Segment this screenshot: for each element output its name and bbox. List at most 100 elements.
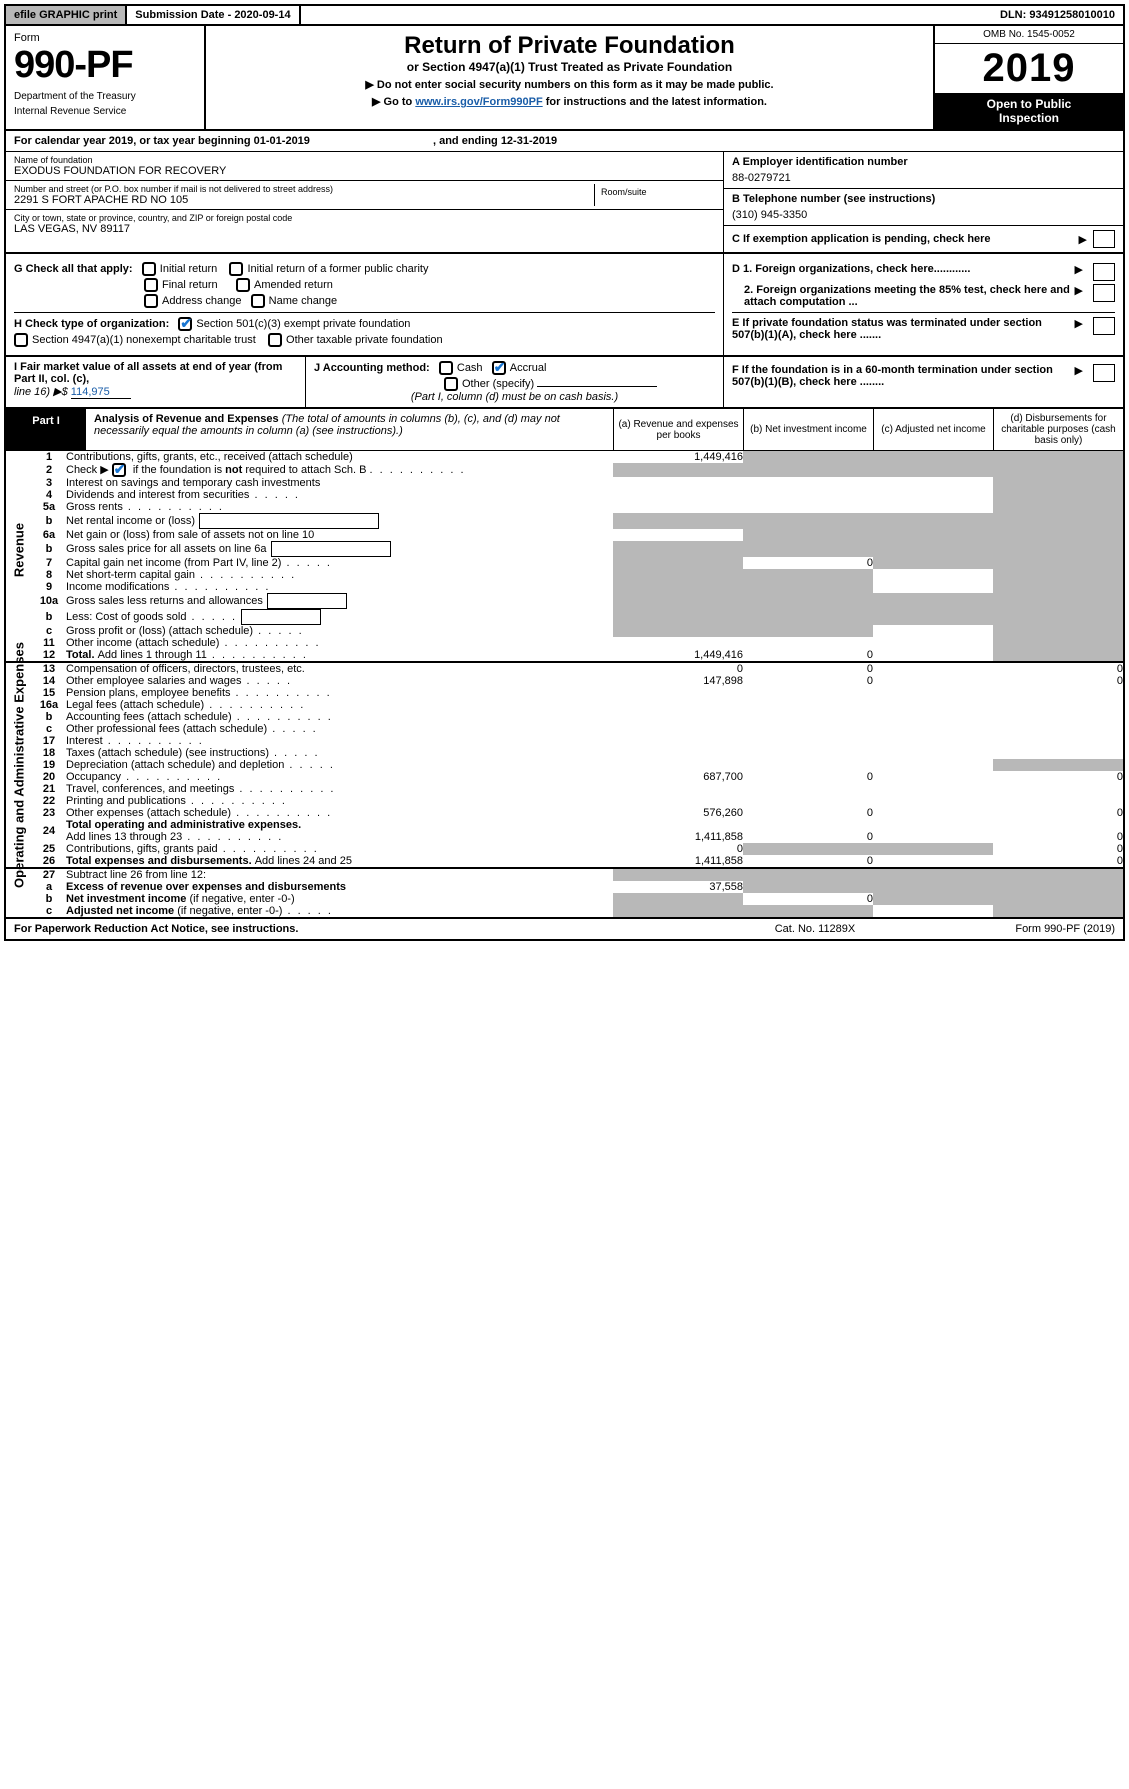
sch-b-checkbox[interactable]: [112, 463, 126, 477]
exemption-checkbox[interactable]: [1093, 230, 1115, 248]
fmv-block: I Fair market value of all assets at end…: [6, 357, 306, 407]
d2-label: 2. Foreign organizations meeting the 85%…: [732, 284, 1071, 308]
line-10b-text: Less: Cost of goods sold: [66, 611, 186, 623]
line-6b-input[interactable]: [271, 541, 391, 557]
other-taxable-checkbox[interactable]: [268, 333, 282, 347]
line-19-a: [613, 759, 743, 771]
city-value: LAS VEGAS, NV 89117: [14, 223, 715, 235]
line-21-c: [873, 783, 993, 795]
f-row: F If the foundation is in a 60-month ter…: [732, 364, 1115, 388]
g-row-3: Address change Name change: [14, 294, 715, 308]
dots-icon: [269, 747, 320, 759]
line-6a-b: [743, 529, 873, 541]
line-15-num: 15: [32, 687, 66, 699]
line-8-text: Net short-term capital gain: [66, 569, 195, 581]
line-22-a: [613, 795, 743, 807]
line-21-d: [993, 783, 1123, 795]
line-6b-a: [613, 541, 743, 557]
line-15-desc: Pension plans, employee benefits: [66, 687, 613, 699]
line-23-desc: Other expenses (attach schedule): [66, 807, 613, 819]
line-16c-c: [873, 723, 993, 735]
amended-return-checkbox[interactable]: [236, 278, 250, 292]
other-method-input[interactable]: [537, 386, 657, 387]
line-27-b: [743, 868, 873, 881]
cash-checkbox[interactable]: [439, 361, 453, 375]
line-10-a: [613, 593, 743, 637]
line-10-d: [993, 593, 1123, 637]
city-row: City or town, state or province, country…: [6, 210, 723, 238]
line-5b-input[interactable]: [199, 513, 379, 529]
line-27-c: [873, 868, 993, 881]
section-501c3-checkbox[interactable]: [178, 317, 192, 331]
d1-checkbox[interactable]: [1093, 263, 1115, 281]
accrual-label: Accrual: [510, 362, 547, 374]
line-8-c: [873, 569, 993, 581]
line-25-num: 25: [32, 843, 66, 855]
line-8-d: [993, 569, 1123, 581]
header-note-2: ▶ Go to www.irs.gov/Form990PF for instru…: [218, 95, 921, 108]
line-8-b: [743, 569, 873, 581]
form-number: 990-PF: [14, 44, 196, 87]
f-block: F If the foundation is in a 60-month ter…: [723, 357, 1123, 407]
line-23-d: 0: [993, 807, 1123, 819]
dots-icon: [103, 735, 204, 747]
fmv-value: 114,975: [71, 386, 131, 399]
line-5a-a: [613, 501, 743, 513]
section-4947-checkbox[interactable]: [14, 333, 28, 347]
line-8-num: 8: [32, 569, 66, 581]
final-return-checkbox[interactable]: [144, 278, 158, 292]
irs-link[interactable]: www.irs.gov/Form990PF: [415, 96, 542, 108]
line-6b-desc: Gross sales price for all assets on line…: [66, 541, 613, 557]
line-1-b: [743, 451, 873, 463]
line-10a-input[interactable]: [267, 593, 347, 609]
line-18-c: [873, 747, 993, 759]
line-5a-desc: Gross rents: [66, 501, 613, 513]
dots-icon: [195, 569, 296, 581]
note2-post: for instructions and the latest informat…: [543, 96, 767, 108]
line-4-desc: Dividends and interest from securities: [66, 489, 613, 501]
cash-label: Cash: [457, 362, 483, 374]
line-23-text: Other expenses (attach schedule): [66, 807, 231, 819]
line-27c-desc: Adjusted net income (if negative, enter …: [66, 905, 613, 917]
line-3-desc: Interest on savings and temporary cash i…: [66, 477, 613, 489]
telephone-label: B Telephone number (see instructions): [732, 193, 1115, 205]
line-16a-desc: Legal fees (attach schedule): [66, 699, 613, 711]
address-change-checkbox[interactable]: [144, 294, 158, 308]
f-checkbox[interactable]: [1093, 364, 1115, 382]
revenue-side-text: Revenue: [12, 523, 27, 577]
fmv-line-label: line 16) ▶$: [14, 386, 71, 398]
line-7-d: [993, 557, 1123, 569]
line-10a-text: Gross sales less returns and allowances: [66, 595, 263, 607]
line-2-d4: required to attach Sch. B: [242, 464, 366, 476]
line-6a-num: 6a: [32, 529, 66, 541]
line-3-a: [613, 477, 743, 489]
name-change-checkbox[interactable]: [251, 294, 265, 308]
section-4947-label: Section 4947(a)(1) nonexempt charitable …: [32, 334, 256, 346]
initial-former-checkbox[interactable]: [229, 262, 243, 276]
e-checkbox[interactable]: [1093, 317, 1115, 335]
other-method-checkbox[interactable]: [444, 377, 458, 391]
initial-return-checkbox[interactable]: [142, 262, 156, 276]
j-label: J Accounting method:: [314, 362, 430, 374]
d2-checkbox[interactable]: [1093, 284, 1115, 302]
line-9-text: Income modifications: [66, 581, 169, 593]
line-20-desc: Occupancy: [66, 771, 613, 783]
header-right: OMB No. 1545-0052 2019 Open to Public In…: [933, 26, 1123, 129]
line-6b-num: b: [32, 541, 66, 557]
line-5b-d: [993, 513, 1123, 529]
dots-icon: [121, 771, 222, 783]
exemption-label: C If exemption application is pending, c…: [732, 233, 1079, 245]
line-12-b: 0: [743, 649, 873, 662]
ein-row: A Employer identification number 88-0279…: [724, 152, 1123, 189]
line-27b-rest: (if negative, enter -0-): [186, 893, 294, 905]
line-10b-input[interactable]: [241, 609, 321, 625]
accrual-checkbox[interactable]: [492, 361, 506, 375]
part-1-title-bold: Analysis of Revenue and Expenses: [94, 413, 279, 425]
section-501c3-label: Section 501(c)(3) exempt private foundat…: [196, 318, 410, 330]
line-11-c: [873, 637, 993, 649]
line-21-desc: Travel, conferences, and meetings: [66, 783, 613, 795]
line-14-num: 14: [32, 675, 66, 687]
line-27a-num: a: [32, 881, 66, 893]
line-17-num: 17: [32, 735, 66, 747]
line-2-c: [873, 463, 993, 477]
